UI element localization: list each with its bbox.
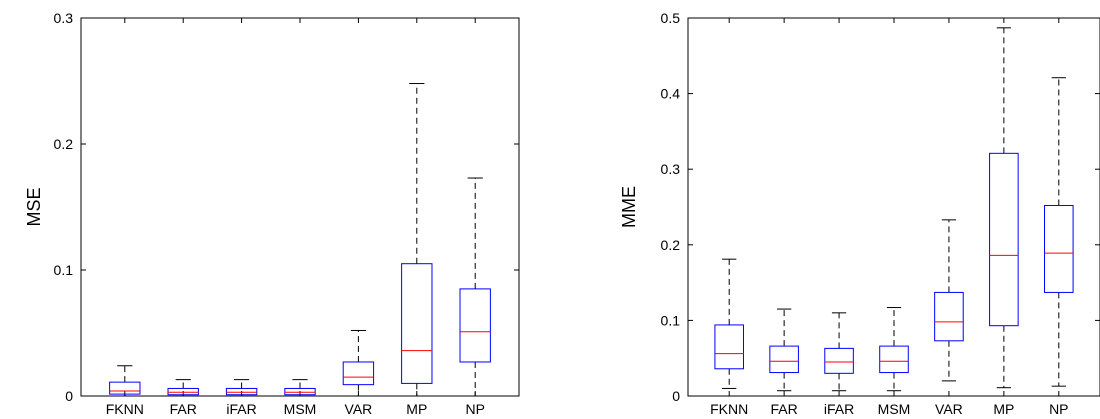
x-tick-label: NP (465, 401, 484, 417)
y-axis-label: MSE (24, 187, 44, 226)
x-tick-label: MP (993, 401, 1014, 417)
y-tick-label: 0.3 (54, 10, 74, 26)
x-tick-label: iFAR (226, 401, 256, 417)
y-tick-label: 0.1 (661, 312, 681, 328)
x-tick-label: FKNN (106, 401, 144, 417)
x-tick-label: FAR (170, 401, 197, 417)
x-tick-label: NP (1049, 401, 1068, 417)
box-ifar (225, 387, 258, 396)
x-tick-label: iFAR (824, 401, 854, 417)
box-far (769, 345, 799, 374)
box-fknn (109, 381, 141, 395)
box-mp (401, 263, 433, 384)
x-tick-label: FKNN (710, 401, 748, 417)
y-tick-label: 0 (672, 388, 680, 404)
box-np (459, 288, 491, 363)
x-tick-label: MSM (878, 401, 911, 417)
y-tick-label: 0.2 (54, 136, 74, 152)
y-tick-label: 0 (65, 388, 73, 404)
plot-frame (80, 17, 520, 397)
x-tick-label: VAR (935, 401, 963, 417)
box-msm (284, 387, 316, 396)
box-var (934, 291, 964, 342)
box-msm (879, 345, 909, 374)
mme-boxplot: 0 0.1 0.2 0.3 0.4 0.5 MME FKNN FAR iFAR MSM VAR MP NP (619, 10, 1100, 417)
y-tick-label: 0.1 (54, 262, 74, 278)
x-tick-label: FAR (771, 401, 798, 417)
x-tick-label: MP (406, 401, 427, 417)
box-far (167, 387, 199, 396)
y-tick-label: 0.5 (661, 10, 681, 26)
box-fknn (714, 324, 744, 370)
box-var (342, 361, 375, 386)
plot-frame (687, 17, 1100, 397)
y-tick-label: 0.2 (661, 237, 681, 253)
x-tick-label: VAR (345, 401, 373, 417)
x-tick-label: MSM (284, 401, 317, 417)
box-np (1044, 204, 1074, 293)
y-axis-label: MME (619, 186, 639, 228)
box-mp (989, 152, 1019, 327)
box-ifar (824, 347, 854, 374)
y-tick-label: 0.4 (661, 86, 681, 102)
mse-boxplot: 0 0.1 0.2 0.3 MSE FKNN FAR iFAR MSM VAR MP NP (24, 10, 520, 417)
y-tick-label: 0.3 (661, 161, 681, 177)
